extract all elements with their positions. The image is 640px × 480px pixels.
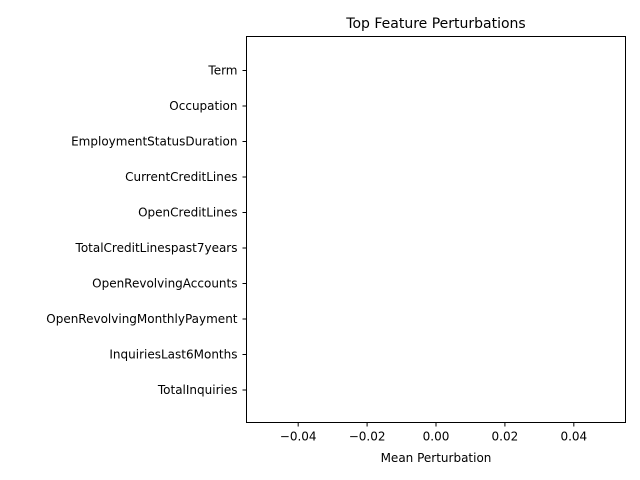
x-tick-label: −0.02 <box>349 430 386 444</box>
y-tick-label: EmploymentStatusDuration <box>71 135 237 149</box>
y-tick-label: InquiriesLast6Months <box>109 348 237 362</box>
x-axis-label: Mean Perturbation <box>381 451 492 465</box>
y-tick-label: CurrentCreditLines <box>125 170 237 184</box>
y-tick-label: TotalCreditLinespast7years <box>75 241 238 255</box>
y-tick-label: OpenRevolvingMonthlyPayment <box>46 312 238 326</box>
x-axis-ticks: −0.04 −0.02 0.00 0.02 0.04 <box>280 422 587 444</box>
y-tick-label: Term <box>207 64 237 78</box>
x-tick-label: 0.00 <box>423 430 450 444</box>
chart-title: Top Feature Perturbations <box>345 16 525 32</box>
y-tick-label: OpenRevolvingAccounts <box>92 277 237 291</box>
y-tick-label: OpenCreditLines <box>138 206 237 220</box>
y-tick-label: Occupation <box>169 99 237 113</box>
y-axis-ticks: Term Occupation EmploymentStatusDuration Cu… <box>46 64 247 397</box>
x-tick-label: −0.04 <box>280 430 317 444</box>
x-tick-label: 0.04 <box>560 430 587 444</box>
x-tick-label: 0.02 <box>492 430 519 444</box>
y-tick-label: TotalInquiries <box>157 383 238 397</box>
plot-area-frame <box>246 36 626 423</box>
